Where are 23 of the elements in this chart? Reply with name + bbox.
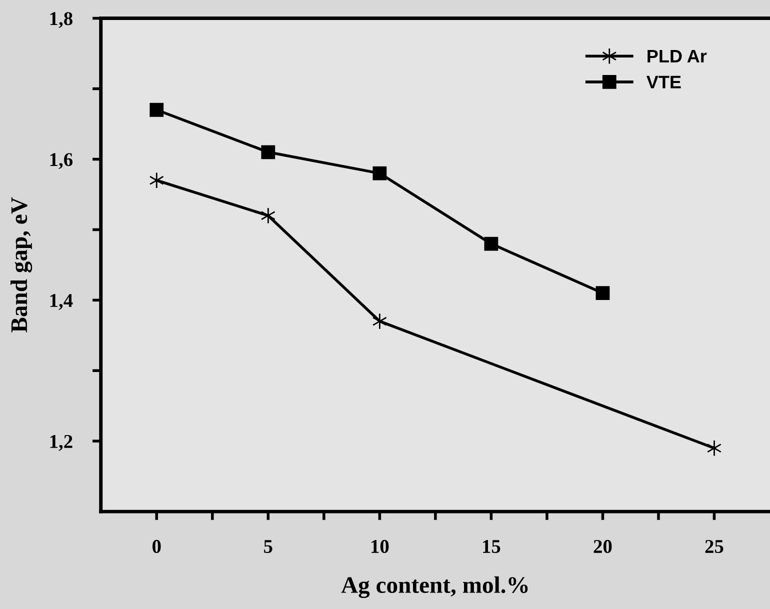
x-tick-label: 10 xyxy=(372,540,389,554)
point xyxy=(261,145,276,160)
point xyxy=(484,236,498,251)
y-tick-label: 1,8 xyxy=(50,12,72,28)
x-tick-label: 20 xyxy=(594,540,612,554)
point xyxy=(706,440,722,456)
x-tick-label: 25 xyxy=(705,540,724,554)
y-tick-label: 1,2 xyxy=(50,434,72,451)
point xyxy=(260,207,276,224)
y-tick-label: 1,4 xyxy=(50,294,73,310)
y-tick-label: 1,6 xyxy=(50,153,73,169)
point xyxy=(150,102,164,117)
y-axis-title: Band gap, eV xyxy=(10,197,32,332)
x-tick-label: 5 xyxy=(264,540,272,554)
point xyxy=(372,166,387,180)
x-tick-label: 0 xyxy=(152,540,161,554)
x-axis-title: Ag content, mol.% xyxy=(341,576,528,598)
point xyxy=(149,172,164,189)
legend-label: VTE xyxy=(646,76,681,88)
x-tick-label: 15 xyxy=(483,540,500,554)
point xyxy=(596,286,610,300)
legend-label: PLD Ar xyxy=(648,50,707,62)
point xyxy=(372,312,387,330)
